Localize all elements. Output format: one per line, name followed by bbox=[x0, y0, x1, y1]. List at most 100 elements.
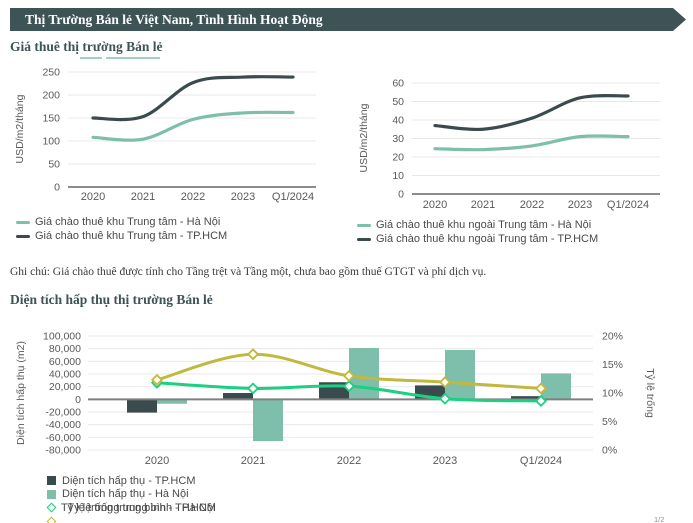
y-tick-label-right: 5% bbox=[602, 416, 617, 428]
bar bbox=[541, 373, 571, 400]
report-header-banner: Thị Trường Bán lẻ Việt Nam, Tình Hình Ho… bbox=[10, 8, 686, 31]
artifact-dash bbox=[106, 57, 160, 59]
legend-item: Giá chào thuê khu ngoài Trung tâm - TP.H… bbox=[357, 232, 598, 246]
bar bbox=[127, 399, 157, 413]
diamond-marker-icon bbox=[342, 380, 356, 393]
series-line bbox=[433, 94, 630, 132]
y-tick-label-left: 100,000 bbox=[43, 331, 81, 343]
y-tick-label-left: 20,000 bbox=[49, 381, 81, 393]
x-tick-label: Q1/2024 bbox=[520, 455, 562, 467]
y-axis-title-left: Diện tích hấp thụ (m2) bbox=[15, 341, 27, 445]
legend-label: Giá chào thuê khu Trung tâm - Hà Nội bbox=[35, 216, 221, 228]
y-tick-label: 100 bbox=[42, 136, 60, 148]
y-tick-label-left: -80,000 bbox=[45, 445, 81, 457]
y-tick-label: 40 bbox=[392, 115, 404, 127]
x-tick-label: 2021 bbox=[241, 455, 265, 467]
legend-item: Giá chào thuê khu ngoài Trung tâm - Hà N… bbox=[357, 218, 598, 232]
x-tick-label: 2022 bbox=[520, 199, 544, 211]
bar bbox=[253, 399, 283, 442]
rent-noncbd-chart: 0 10 20 30 40 50 60 2020 2021 2022 2023 Q1/2024 USD/… bbox=[358, 78, 660, 211]
legend-label: Diện tích hấp thụ - Hà Nội bbox=[62, 488, 189, 501]
legend-item: Diện tích hấp thụ - Hà Nội bbox=[47, 488, 216, 502]
diamond-marker-icon bbox=[534, 382, 548, 395]
bar-swatch-icon bbox=[47, 489, 56, 499]
y-tick-label: 20 bbox=[392, 152, 404, 164]
y-tick-label-right: 15% bbox=[602, 359, 623, 371]
diamond-marker-icon bbox=[438, 376, 452, 389]
diamond-marker-icon bbox=[46, 502, 57, 513]
absorption-legend: Diện tích hấp thụ - TP.HCM Diện tích hấp… bbox=[46, 474, 216, 523]
x-tick-label: Q1/2024 bbox=[272, 191, 314, 203]
legend-label-overlapped: Tỷ lệ trống trung bình - Hà Nội bbox=[67, 501, 216, 514]
line-swatch-icon bbox=[357, 237, 371, 241]
artifact-dash bbox=[80, 57, 102, 59]
bar bbox=[445, 349, 475, 400]
page-number: 1/2 bbox=[654, 515, 665, 523]
legend-label: Giá chào thuê khu Trung tâm - TP.HCM bbox=[35, 230, 228, 242]
y-tick-label-left: -20,000 bbox=[45, 407, 81, 419]
y-tick-label: 200 bbox=[42, 90, 60, 102]
x-tick-label: 2022 bbox=[181, 191, 205, 203]
rent-noncbd-legend: Giá chào thuê khu ngoài Trung tâm - Hà N… bbox=[357, 218, 598, 246]
y-tick-label: 0 bbox=[398, 189, 404, 201]
bar-series bbox=[127, 348, 571, 442]
y-tick-label: 50 bbox=[48, 159, 60, 171]
bar bbox=[349, 348, 379, 400]
section-title-rent: Giá thuê thị trường Bán lẻ bbox=[10, 39, 163, 54]
diamond-marker-icon bbox=[150, 373, 164, 386]
y-tick-label-right: 0% bbox=[602, 445, 617, 457]
y-tick-label-left: 60,000 bbox=[49, 356, 81, 368]
y-tick-label-right: 10% bbox=[602, 388, 623, 400]
x-tick-label: 2022 bbox=[337, 455, 361, 467]
section-title-absorption: Diện tích hấp thụ thị trường Bán lẻ bbox=[10, 292, 213, 307]
diamond-marker-icon bbox=[342, 369, 356, 382]
y-tick-label: 60 bbox=[392, 78, 404, 90]
line-swatch-icon bbox=[16, 220, 30, 224]
y-tick-label-left: 0 bbox=[75, 394, 81, 406]
diamond-marker-icon bbox=[46, 516, 57, 523]
rent-cbd-legend: Giá chào thuê khu Trung tâm - Hà Nội Giá… bbox=[16, 215, 227, 243]
legend-label: Giá chào thuê khu ngoài Trung tâm - Hà N… bbox=[376, 219, 592, 231]
bar-swatch-icon bbox=[47, 476, 56, 486]
x-tick-label: 2023 bbox=[568, 199, 592, 211]
y-tick-label: 150 bbox=[42, 113, 60, 125]
rent-cbd-chart: 0 50 100 150 200 250 2020 2021 2022 2023 Q1/2024 US… bbox=[14, 67, 316, 203]
x-tick-label: 2023 bbox=[231, 191, 255, 203]
x-tick-label: 2020 bbox=[81, 191, 105, 203]
report-title: Thị Trường Bán lẻ Việt Nam, Tình Hình Ho… bbox=[25, 11, 323, 27]
gridlines bbox=[412, 82, 660, 176]
y-axis-title: USD/m2/tháng bbox=[14, 94, 26, 163]
y-tick-label-right: 20% bbox=[602, 331, 623, 343]
legend-item bbox=[46, 515, 216, 523]
legend-item: Tỷ lệ trống trung bình - TP.HCM Tỷ lệ tr… bbox=[46, 501, 216, 515]
y-axis-title: USD/m2/tháng bbox=[358, 103, 370, 172]
legend-label: Diện tích hấp thụ - TP.HCM bbox=[62, 474, 196, 487]
x-tick-label: 2020 bbox=[423, 199, 447, 211]
line-swatch-icon bbox=[357, 223, 371, 227]
legend-item: Giá chào thuê khu Trung tâm - TP.HCM bbox=[16, 229, 227, 243]
bar bbox=[223, 393, 253, 400]
y-tick-label: 250 bbox=[42, 67, 60, 79]
legend-item: Giá chào thuê khu Trung tâm - Hà Nội bbox=[16, 215, 227, 229]
series-line bbox=[433, 134, 630, 152]
x-tick-label: 2021 bbox=[131, 191, 155, 203]
line-swatch-icon bbox=[16, 234, 30, 238]
y-tick-label: 30 bbox=[392, 133, 404, 145]
diamond-marker-icon bbox=[246, 348, 260, 361]
legend-label: Giá chào thuê khu ngoài Trung tâm - TP.H… bbox=[376, 233, 599, 245]
x-tick-label: 2021 bbox=[471, 199, 495, 211]
x-tick-label: 2023 bbox=[433, 455, 457, 467]
x-tick-label: 2020 bbox=[145, 455, 169, 467]
y-tick-label: 50 bbox=[392, 96, 404, 108]
diamond-marker-icon bbox=[246, 382, 260, 395]
y-tick-label-left: 40,000 bbox=[49, 369, 81, 381]
diamond-marker-icon bbox=[534, 394, 548, 408]
y-tick-label: 0 bbox=[54, 182, 60, 194]
bar bbox=[157, 399, 187, 404]
x-tick-label: Q1/2024 bbox=[607, 199, 649, 211]
y-tick-label: 10 bbox=[392, 170, 404, 182]
series-line bbox=[91, 110, 295, 142]
y-tick-label-left: -60,000 bbox=[45, 432, 81, 444]
diamond-marker-icon bbox=[438, 392, 452, 405]
